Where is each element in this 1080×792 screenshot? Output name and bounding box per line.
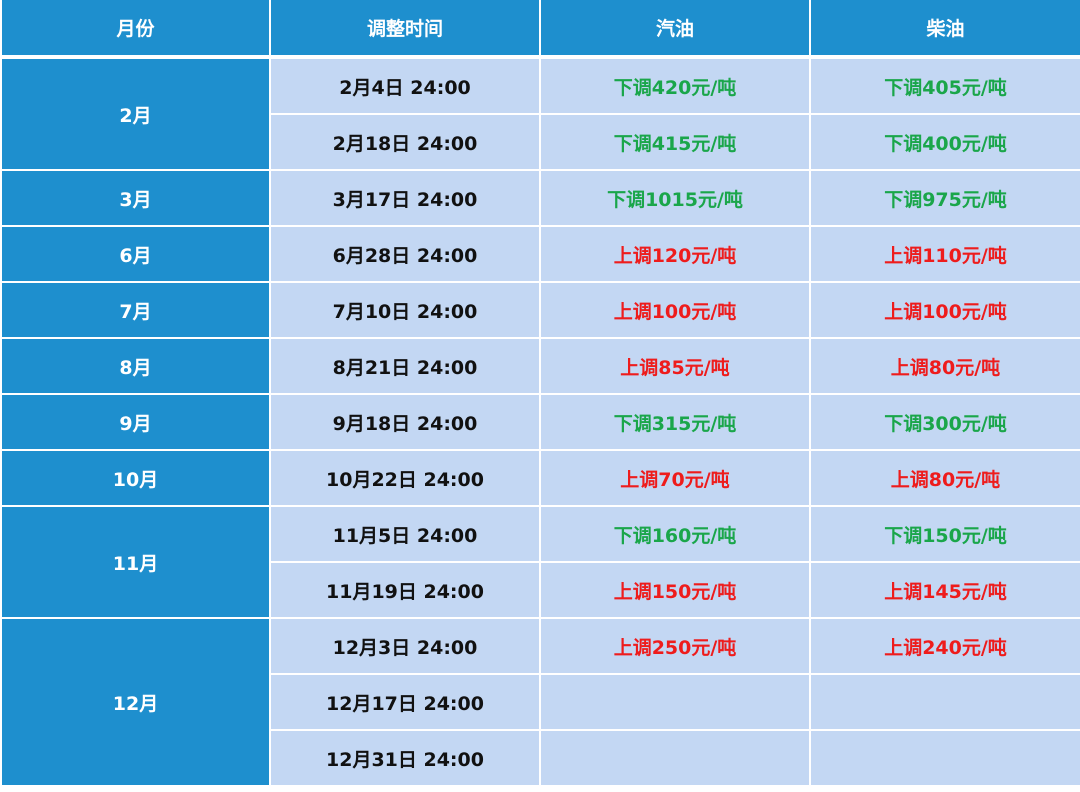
month-cell: 11月 [0,505,271,619]
month-cell: 10月 [0,449,271,507]
month-cell: 9月 [0,393,271,451]
table-row: 2月 2月4日 24:00 下调420元/吨 下调405元/吨 [0,56,1080,171]
table-row: 11月 11月5日 24:00 下调160元/吨 下调150元/吨 [0,505,1080,619]
gasoline-cell: 上调120元/吨 [539,225,811,283]
diesel-cell: 下调975元/吨 [809,169,1080,227]
table-row: 12月31日 24:00 [1,729,1080,787]
table-row: 3月 3月17日 24:00 下调1015元/吨 下调975元/吨 [0,169,1080,227]
gasoline-cell: 下调420元/吨 [539,56,811,115]
diesel-cell: 下调300元/吨 [809,393,1080,451]
gasoline-cell: 下调415元/吨 [539,113,811,171]
table-row: 9月 9月18日 24:00 下调315元/吨 下调300元/吨 [0,393,1080,451]
time-cell: 11月19日 24:00 [269,561,541,619]
time-cell: 6月28日 24:00 [269,225,541,283]
diesel-cell [809,729,1080,787]
diesel-cell: 下调150元/吨 [809,505,1080,563]
time-cell: 7月10日 24:00 [269,281,541,339]
time-cell: 2月18日 24:00 [269,113,541,171]
table-row: 12月17日 24:00 [1,673,1080,731]
month-cell: 3月 [0,169,271,227]
header-time: 调整时间 [269,0,541,59]
time-cell: 8月21日 24:00 [269,337,541,395]
time-cell: 2月4日 24:00 [269,56,541,115]
diesel-cell [809,673,1080,731]
diesel-cell: 下调405元/吨 [809,56,1080,115]
diesel-cell: 上调240元/吨 [809,617,1080,675]
gasoline-cell: 下调1015元/吨 [539,169,811,227]
table-row: 8月 8月21日 24:00 上调85元/吨 上调80元/吨 [0,337,1080,395]
table-row: 12月 12月3日 24:00 上调250元/吨 上调240元/吨 [0,617,1080,787]
table-body: 2月 2月4日 24:00 下调420元/吨 下调405元/吨 2月18日 24:00 下… [0,56,1080,787]
table-row: 7月 7月10日 24:00 上调100元/吨 上调100元/吨 [0,281,1080,339]
gasoline-cell: 上调85元/吨 [539,337,811,395]
gasoline-cell: 上调150元/吨 [539,561,811,619]
diesel-cell: 下调400元/吨 [809,113,1080,171]
gasoline-cell: 下调315元/吨 [539,393,811,451]
table-row: 11月19日 24:00 上调150元/吨 上调145元/吨 [1,561,1080,619]
header-diesel: 柴油 [809,0,1080,59]
gasoline-cell [539,729,811,787]
gasoline-cell: 上调250元/吨 [539,617,811,675]
time-cell: 12月17日 24:00 [269,673,541,731]
diesel-cell: 上调80元/吨 [809,449,1080,507]
table-row: 10月 10月22日 24:00 上调70元/吨 上调80元/吨 [0,449,1080,507]
diesel-cell: 上调80元/吨 [809,337,1080,395]
time-cell: 10月22日 24:00 [269,449,541,507]
gasoline-cell: 上调70元/吨 [539,449,811,507]
diesel-cell: 上调100元/吨 [809,281,1080,339]
table-row: 6月 6月28日 24:00 上调120元/吨 上调110元/吨 [0,225,1080,283]
month-cell: 8月 [0,337,271,395]
gasoline-cell [539,673,811,731]
gasoline-cell: 下调160元/吨 [539,505,811,563]
time-cell: 3月17日 24:00 [269,169,541,227]
table-row: 2月18日 24:00 下调415元/吨 下调400元/吨 [1,113,1080,171]
time-cell: 12月3日 24:00 [269,617,541,675]
month-cell: 6月 [0,225,271,283]
time-cell: 11月5日 24:00 [269,505,541,563]
header-gasoline: 汽油 [539,0,811,59]
time-cell: 12月31日 24:00 [269,729,541,787]
table-header: 月份 调整时间 汽油 柴油 [0,0,1080,59]
header-row: 月份 调整时间 汽油 柴油 [0,0,1080,59]
diesel-cell: 上调110元/吨 [809,225,1080,283]
header-month: 月份 [0,0,271,59]
diesel-cell: 上调145元/吨 [809,561,1080,619]
month-cell: 2月 [0,56,271,171]
gasoline-cell: 上调100元/吨 [539,281,811,339]
month-cell: 7月 [0,281,271,339]
time-cell: 9月18日 24:00 [269,393,541,451]
month-cell: 12月 [0,617,271,787]
